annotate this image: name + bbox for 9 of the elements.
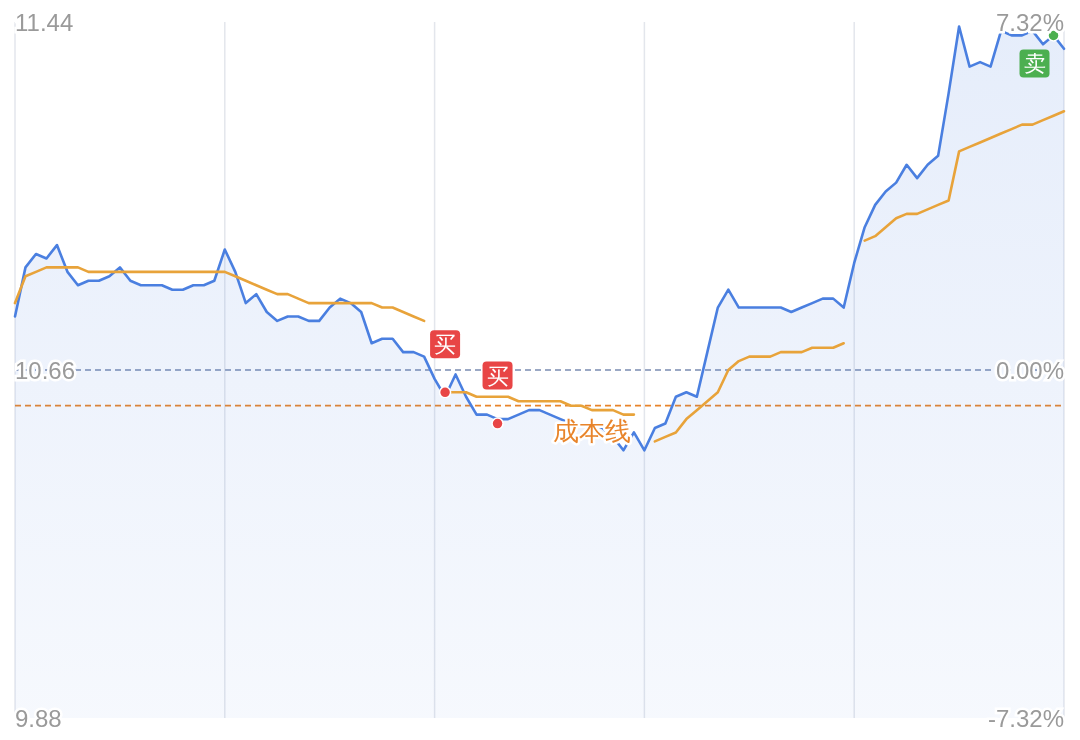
y2-tick-label: -7.32%	[987, 704, 1064, 732]
y-tick-label: 9.88	[15, 704, 62, 732]
ref-line-label: 成本线	[552, 415, 631, 446]
y-tick-label: 11.44	[15, 8, 74, 36]
data-label: 卖	[1023, 51, 1046, 77]
y2-tick-label: 7.32%	[995, 8, 1064, 36]
data-label: 买	[486, 363, 509, 389]
data-label: 买	[434, 332, 457, 358]
y2-tick-label: 0.00%	[995, 356, 1064, 384]
